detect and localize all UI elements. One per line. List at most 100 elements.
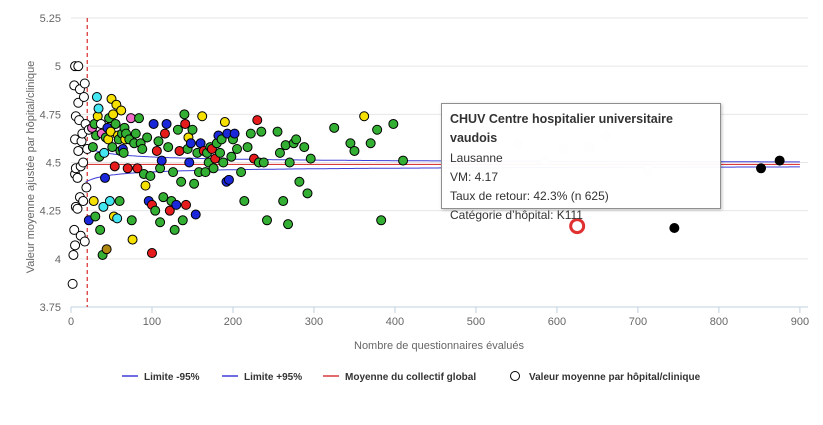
data-point [226,151,237,162]
data-point [108,109,119,120]
data-points [67,61,785,289]
data-point [99,147,110,158]
legend-label: Limite -95% [144,372,200,383]
data-point [91,91,102,102]
tooltip-vm: VM: 4.17 [450,170,499,184]
x-tick-label: 0 [68,316,74,328]
data-point [150,205,161,216]
data-point [376,215,387,226]
data-point [239,196,250,207]
data-point [118,147,129,158]
legend-label: Valeur moyenne par hôpital/clinique [529,372,701,383]
data-point [78,196,89,207]
data-point [146,248,157,259]
tooltip-return-rate: Taux de retour: 42.3% (n 625) [450,189,609,203]
data-point [79,236,90,247]
data-point [184,157,195,168]
data-point [159,128,170,139]
data-point [219,117,230,128]
data-point [134,113,145,124]
data-point [156,155,167,166]
data-point [174,145,185,156]
x-tick-label: 500 [467,316,485,328]
tooltip-city: Lausanne [450,151,503,165]
data-point [215,147,226,158]
data-point [278,196,289,207]
data-point [78,91,89,102]
data-point [69,224,80,235]
data-point [229,128,240,139]
data-point [208,163,219,174]
data-point [294,176,305,187]
legend-label: Moyenne du collectif global [345,372,476,383]
x-tick-label: 200 [224,316,242,328]
data-point [163,142,174,153]
data-point [252,115,263,126]
data-point [223,174,234,185]
data-point [90,211,101,222]
legend: Limite -95% Limite +95% Moyenne du collect… [122,371,701,383]
data-point [67,278,78,289]
x-tick-label: 900 [791,316,809,328]
data-point [280,140,291,151]
y-tick-label: 4 [55,254,61,266]
data-point [169,224,180,235]
data-point [272,126,283,137]
data-point [87,142,98,153]
data-point [274,147,285,158]
axes: 3.75 4 4.25 4.5 4.75 5 5.25 0 100 200 300 400 500 600… [40,13,810,328]
tooltip-title: CHUV Centre hospitalier universitaire va… [450,112,673,145]
y-tick-label: 4.5 [46,158,61,170]
data-point [73,61,84,72]
data-point [242,142,253,153]
data-point [756,163,767,174]
data-point [398,155,409,166]
data-point [79,78,90,89]
data-point [669,223,680,234]
data-point [126,215,137,226]
data-point [187,124,198,135]
data-point [110,118,121,129]
data-point [329,122,340,133]
data-point [218,157,229,168]
data-point [302,188,313,199]
data-point [181,199,192,210]
x-tick-label: 700 [629,316,647,328]
data-point [168,167,179,178]
data-point [232,144,243,155]
data-point [145,170,156,181]
data-point [140,180,151,191]
data-point [73,145,84,156]
data-point [112,213,123,224]
data-point [70,240,81,251]
data-point [284,157,295,168]
data-point [305,153,316,164]
data-point [155,217,166,228]
data-point [774,155,785,166]
data-point [172,124,183,135]
data-point [161,118,172,129]
data-point [179,109,190,120]
data-point [359,111,370,122]
data-point [171,199,182,210]
data-point [104,196,115,207]
y-tick-label: 4.25 [40,206,61,218]
tooltip-category: Catégorie d’hôpital: K111 [450,208,583,222]
data-point [190,209,201,220]
data-point [200,167,211,178]
data-point-highlighted [569,218,586,235]
data-point [177,215,188,226]
data-point [388,118,399,129]
hover-tooltip: CHUV Centre hospitalier universitaire va… [441,103,721,222]
legend-swatch [510,371,520,381]
data-point [107,142,118,153]
data-point [93,103,104,114]
y-tick-label: 5.25 [40,13,61,25]
data-point [158,192,169,203]
data-point [142,132,153,143]
data-point [258,157,269,168]
x-tick-label: 100 [143,316,161,328]
data-point [236,167,247,178]
